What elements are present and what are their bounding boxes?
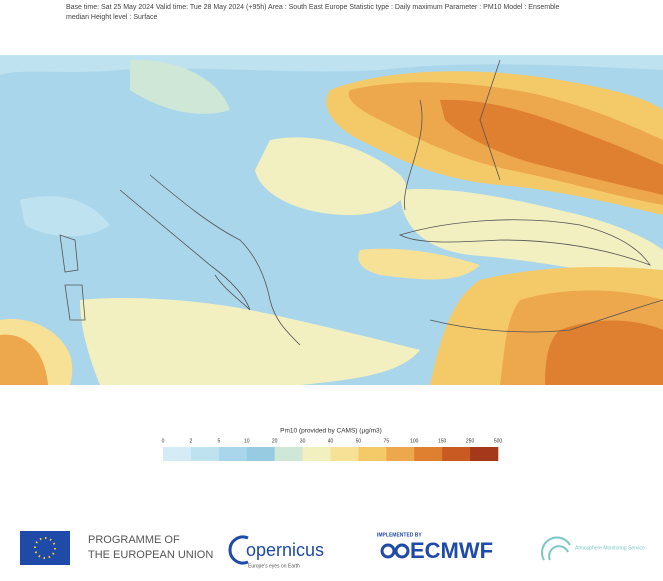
legend-swatch <box>246 447 275 461</box>
legend-tick-label: 0 <box>162 438 165 444</box>
copernicus-tagline: Europe's eyes on Earth <box>248 563 300 569</box>
ecmwf-text: ECMWF <box>410 538 493 563</box>
legend-swatch <box>274 447 303 461</box>
legend-swatch <box>414 447 443 461</box>
cams-icon <box>541 536 571 561</box>
legend-swatch <box>386 447 415 461</box>
legend-tick-label: 10 <box>244 438 250 444</box>
legend-swatch <box>330 447 359 461</box>
legend-swatch <box>218 447 248 461</box>
legend: 0 2 5 10 20 30 40 50 75 100 150 250 500 <box>162 438 503 461</box>
implemented-by: IMPLEMENTED BY <box>377 532 422 538</box>
eu-logo <box>20 531 70 565</box>
legend-swatch <box>163 447 192 461</box>
header-line: Base time: Sat 25 May 2024 Valid time: T… <box>66 4 560 11</box>
header-line: median Height level : Surface <box>66 14 158 21</box>
eu-text: PROGRAMME OF <box>88 534 180 546</box>
legend-tick-label: 150 <box>438 438 447 444</box>
copernicus-c <box>228 535 249 565</box>
copernicus-text: opernicus <box>246 540 324 560</box>
legend-swatch <box>190 447 220 461</box>
legend-swatch <box>358 447 387 461</box>
legend-tick-label: 500 <box>494 438 503 444</box>
legend-tick-label: 75 <box>384 438 390 444</box>
legend-swatch <box>470 447 499 461</box>
eu-text: THE EUROPEAN UNION <box>88 549 213 561</box>
legend-tick-label: 100 <box>410 438 419 444</box>
legend-tick-label: 40 <box>328 438 334 444</box>
legend-tick-label: 2 <box>190 438 193 444</box>
ecmwf-icon <box>380 543 410 559</box>
legend-tick-label: 50 <box>356 438 362 444</box>
legend-tick-label: 20 <box>272 438 278 444</box>
legend-swatch <box>442 447 471 461</box>
legend-tick-label: 30 <box>300 438 306 444</box>
cams-text: Atmosphere Monitoring Service <box>575 545 645 551</box>
legend-swatch <box>302 447 331 461</box>
legend-tick-label: 5 <box>217 438 220 444</box>
map <box>0 55 663 385</box>
legend-title: Pm10 (provided by CAMS) (µg/m3) <box>280 428 382 435</box>
legend-tick-label: 250 <box>466 438 475 444</box>
